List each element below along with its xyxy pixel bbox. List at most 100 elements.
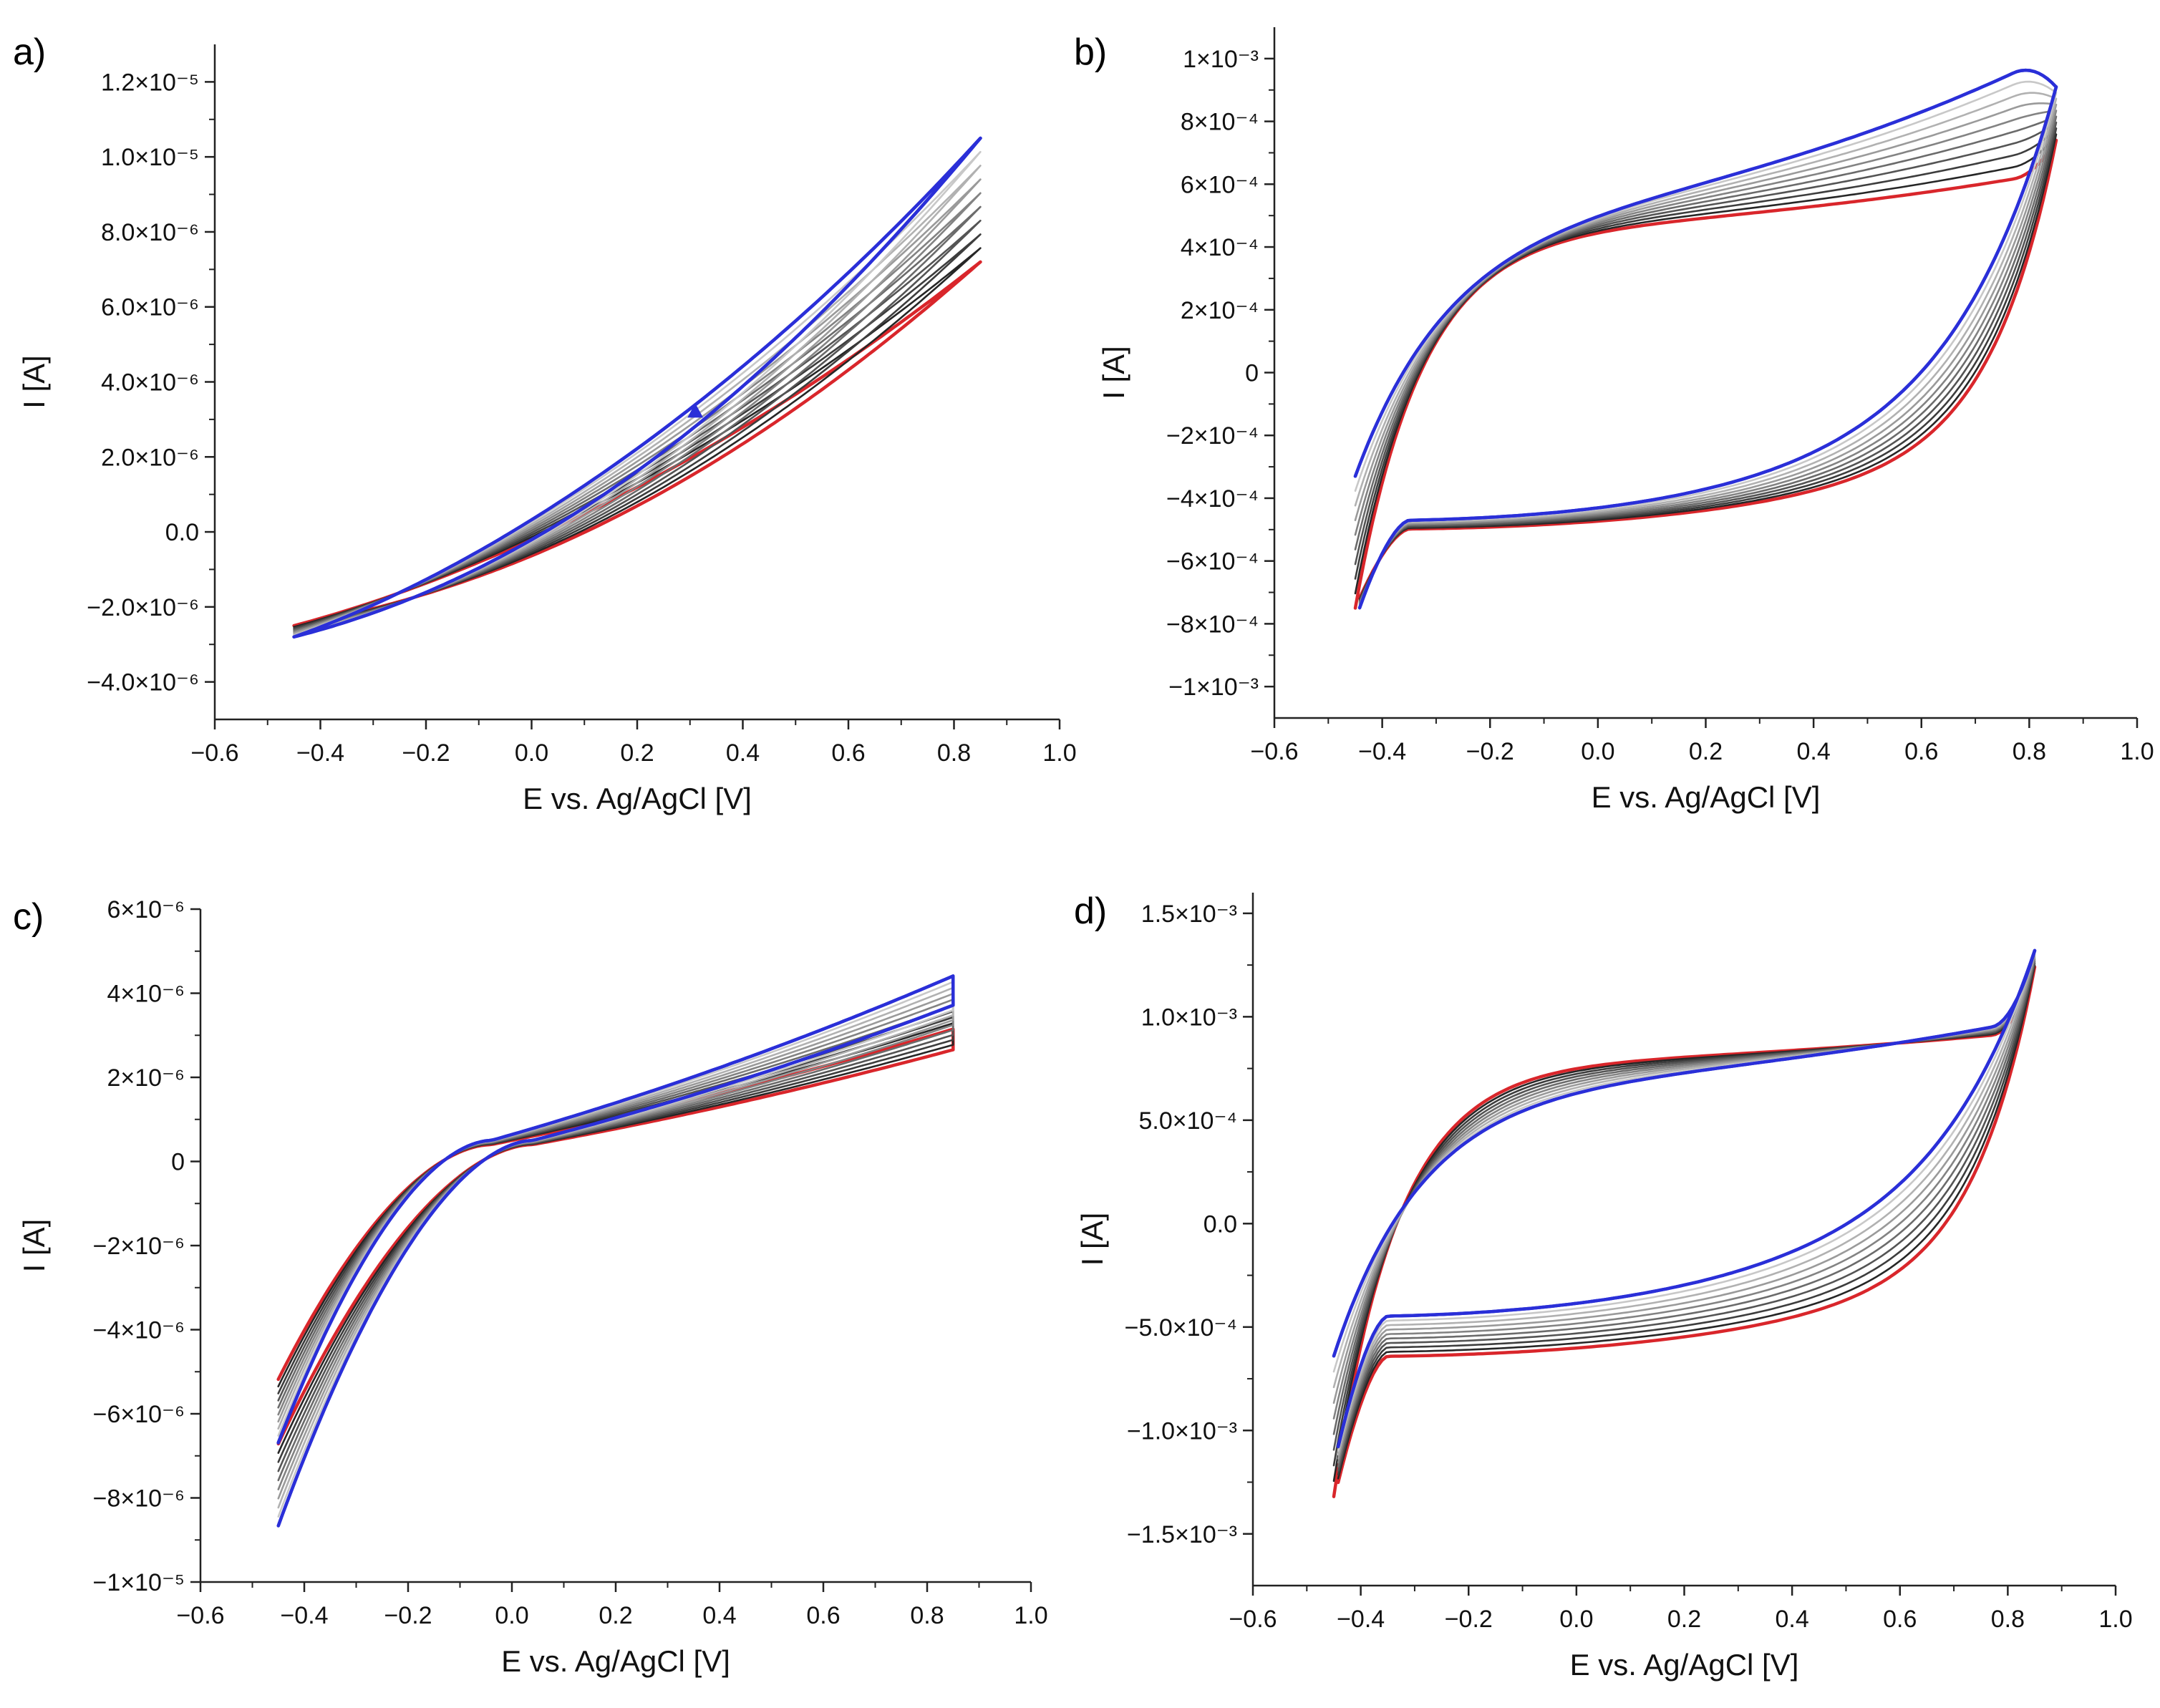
series-line-cycle-5 xyxy=(1332,956,2036,1464)
y-tick-label: 1.0×10⁻³ xyxy=(1141,1004,1237,1031)
series-line-cycle-1 xyxy=(1332,948,2037,1449)
y-tick-label: −2×10⁻⁴ xyxy=(1166,422,1259,450)
y-tick-label: −4×10⁻⁴ xyxy=(1166,485,1259,513)
x-tick-label: −0.4 xyxy=(280,1602,328,1629)
x-tick-label: −0.6 xyxy=(1229,1606,1277,1633)
y-tick-label: 4×10⁻⁶ xyxy=(107,981,185,1008)
y-tick-label: 6×10⁻⁴ xyxy=(1181,171,1259,198)
data-marker xyxy=(687,403,704,418)
y-tick-label: 6×10⁻⁶ xyxy=(107,896,185,923)
series-line-cycle-7 xyxy=(293,219,982,631)
cv-curves xyxy=(1353,68,2058,610)
y-axis-label: I [A] xyxy=(17,1219,51,1273)
series-line-cycle-9 xyxy=(277,1022,954,1454)
x-tick-label: 0.0 xyxy=(515,739,548,767)
y-tick-label: 4.0×10⁻⁶ xyxy=(101,369,199,397)
y-tick-label: 8×10⁻⁴ xyxy=(1181,109,1259,136)
x-tick-label: −0.6 xyxy=(176,1602,224,1629)
panel-a: a) −0.6 −0.4 −0.2 0.0 0.2 0.4 0.6 0.8 1.0 −4.0×10⁻… xyxy=(13,31,1077,815)
x-tick-label: 0.6 xyxy=(831,739,865,767)
x-tick-label: 0.0 xyxy=(495,1602,528,1629)
series-line-cycle-1-top xyxy=(1332,948,2037,1449)
x-tick-label: −0.6 xyxy=(1250,738,1298,765)
series-line-cycle-2 xyxy=(277,981,954,1518)
axes: −0.6 −0.4 −0.2 0.0 0.2 0.4 0.6 0.8 1.0 −1×10⁻⁵ −8×… xyxy=(17,896,1048,1678)
x-tick-label: 1.0 xyxy=(1042,739,1076,767)
y-axis-label: I [A] xyxy=(1097,346,1130,399)
x-tick-label: 0.6 xyxy=(1883,1606,1917,1633)
axes: −0.6 −0.4 −0.2 0.0 0.2 0.4 0.6 0.8 1.0 −1.5×10⁻³ −… xyxy=(1075,893,2133,1682)
x-tick-label: 1.0 xyxy=(2098,1606,2132,1633)
y-tick-label: −2.0×10⁻⁶ xyxy=(87,594,199,621)
x-tick-label: 0.2 xyxy=(1689,738,1723,765)
series-line-cycle-8 xyxy=(1354,127,2058,601)
y-tick-label: 0 xyxy=(171,1149,185,1176)
y-tick-label: 1.5×10⁻³ xyxy=(1141,901,1237,928)
y-tick-label: 0 xyxy=(1245,360,1259,387)
y-tick-label: 8.0×10⁻⁶ xyxy=(101,219,199,246)
x-tick-label: 0.0 xyxy=(1581,738,1614,765)
x-axis-label: E vs. Ag/AgCl [V] xyxy=(1570,1648,1799,1682)
series-line-cycle-1 xyxy=(292,136,982,639)
y-tick-label: −5.0×10⁻⁴ xyxy=(1125,1314,1237,1341)
y-tick-label: −1×10⁻⁵ xyxy=(93,1569,185,1596)
series-line-cycle-3 xyxy=(1354,92,2058,607)
panel-d: d) −0.6 −0.4 −0.2 0.0 0.2 0.4 0.6 0.8 1.0 −1.5×10⁻… xyxy=(1074,891,2133,1682)
x-tick-label: 0.2 xyxy=(1667,1606,1701,1633)
y-axis-label: I [A] xyxy=(17,355,51,409)
y-tick-label: −1×10⁻³ xyxy=(1168,674,1259,701)
y-tick-label: −1.5×10⁻³ xyxy=(1127,1521,1237,1548)
cv-curves xyxy=(292,136,982,639)
x-tick-label: 0.4 xyxy=(1796,738,1830,765)
y-tick-label: 5.0×10⁻⁴ xyxy=(1139,1107,1238,1135)
x-tick-label: −0.4 xyxy=(1358,738,1406,765)
x-axis-label: E vs. Ag/AgCl [V] xyxy=(501,1644,730,1678)
x-tick-label: 0.6 xyxy=(1904,738,1938,765)
axes: −0.6 −0.4 −0.2 0.0 0.2 0.4 0.6 0.8 1.0 −4.0×10⁻⁶ −… xyxy=(17,44,1077,815)
y-tick-label: 2.0×10⁻⁶ xyxy=(101,444,199,471)
x-tick-label: 0.8 xyxy=(910,1602,944,1629)
series-line-cycle-4 xyxy=(1332,955,2036,1460)
x-tick-label: −0.4 xyxy=(296,739,344,767)
x-tick-label: −0.2 xyxy=(384,1602,432,1629)
x-tick-label: 1.0 xyxy=(1014,1602,1047,1629)
x-tick-label: 0.2 xyxy=(620,739,654,767)
y-tick-label: 1.0×10⁻⁵ xyxy=(101,144,199,171)
series-line-cycle-2 xyxy=(293,150,982,637)
series-line-cycle-1-top xyxy=(1353,68,2058,610)
y-tick-label: −8×10⁻⁶ xyxy=(93,1485,185,1513)
series-line-cycle-7 xyxy=(277,1010,954,1472)
series-line-cycle-4 xyxy=(293,178,982,634)
axes: −0.6 −0.4 −0.2 0.0 0.2 0.4 0.6 0.8 1.0 −1×10⁻³ −8×… xyxy=(1097,27,2154,814)
panel-c: c)−0.6 −0.4 −0.2 0.0 0.2 0.4 0.6 0.8 1.0−1×10⁻⁵−… xyxy=(13,896,1048,1678)
y-tick-label: 0.0 xyxy=(1204,1210,1237,1238)
y-tick-label: −4×10⁻⁶ xyxy=(93,1317,185,1344)
cv-curves xyxy=(276,974,955,1528)
panel-label: a) xyxy=(13,31,46,73)
x-tick-label: 0.0 xyxy=(1559,1606,1593,1633)
x-tick-label: −0.2 xyxy=(1466,738,1514,765)
y-tick-label: −6×10⁻⁶ xyxy=(93,1401,185,1428)
panel-label: c) xyxy=(13,896,44,938)
series-line-cycle-1-top xyxy=(276,974,955,1528)
y-axis-label: I [A] xyxy=(1075,1213,1109,1266)
x-tick-label: 0.8 xyxy=(2013,738,2046,765)
series-line-cycle-2 xyxy=(1332,951,2036,1452)
panel-label: b) xyxy=(1074,31,1107,73)
x-tick-label: 0.8 xyxy=(937,739,971,767)
x-tick-label: 0.8 xyxy=(1991,1606,2025,1633)
cv-curves xyxy=(1332,948,2037,1498)
x-tick-label: 1.0 xyxy=(2120,738,2154,765)
x-tick-label: −0.2 xyxy=(1445,1606,1493,1633)
series-line-cycle-3 xyxy=(293,165,982,636)
x-tick-label: −0.6 xyxy=(190,739,238,767)
y-tick-label: 0.0 xyxy=(165,519,199,546)
y-tick-label: 2×10⁻⁴ xyxy=(1181,297,1259,324)
panel-b: b)−0.6 −0.4 −0.2 0.0 0.2 0.4 0.6 0.8 1.0−1×10⁻³−… xyxy=(1074,27,2154,814)
x-tick-label: 0.4 xyxy=(726,739,760,767)
series-line-cycle-5 xyxy=(1354,110,2058,605)
y-tick-label: −1.0×10⁻³ xyxy=(1127,1417,1237,1445)
y-tick-label: −8×10⁻⁴ xyxy=(1166,611,1259,638)
x-tick-label: 0.6 xyxy=(806,1602,840,1629)
